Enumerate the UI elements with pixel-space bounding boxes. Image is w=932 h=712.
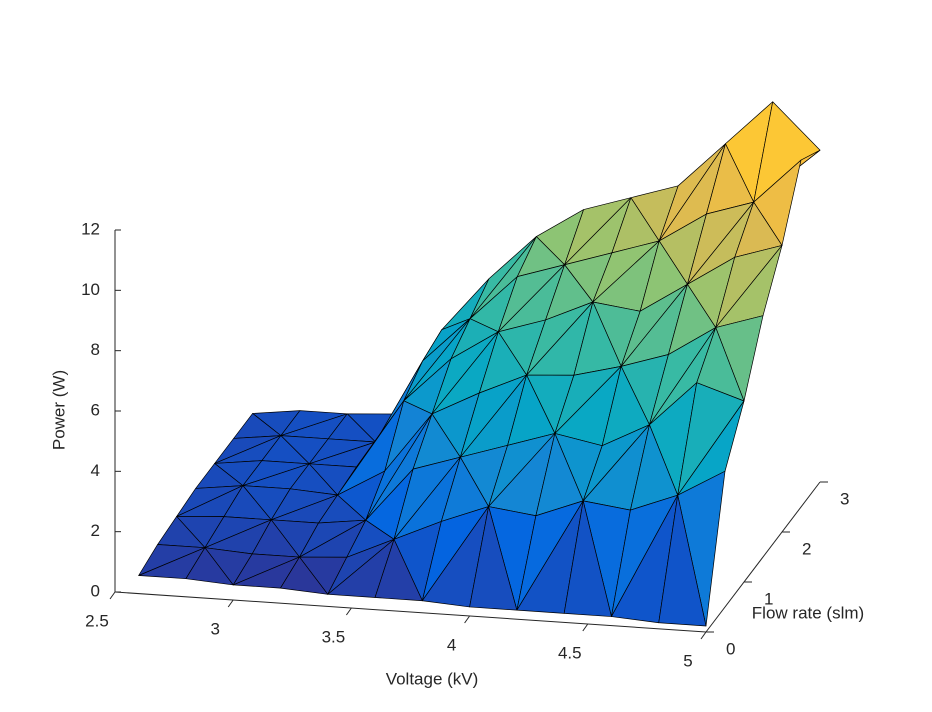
x-tick-label: 5 [683, 651, 692, 670]
z-tick-label: 2 [91, 521, 100, 540]
z-axis-title: Power (W) [49, 370, 68, 450]
surface-facet [185, 547, 234, 586]
x-tick-label: 2.5 [85, 611, 109, 630]
z-tick-label: 0 [91, 581, 100, 600]
z-tick-label: 4 [91, 461, 100, 480]
x-tick [227, 599, 234, 608]
surface-facet [563, 500, 612, 617]
x-tick-label: 3 [210, 619, 219, 638]
x-axis-title: Voltage (kV) [386, 669, 479, 688]
x-tick [109, 591, 116, 600]
x-tick [582, 623, 589, 632]
x-tick [700, 631, 707, 640]
z-tick-label: 8 [91, 340, 100, 359]
surface-facet [374, 538, 423, 602]
z-tick-label: 12 [81, 219, 100, 238]
surface-facet [469, 506, 518, 611]
y-axis-title: Flow rate (slm) [752, 603, 864, 622]
y-tick-label: 1 [764, 589, 773, 608]
y-tick-label: 3 [840, 489, 849, 508]
y-tick-label: 2 [802, 539, 811, 558]
x-tick-label: 4 [447, 635, 456, 654]
surface-facet [280, 556, 329, 595]
x-axis [114, 591, 707, 633]
x-tick-label: 3.5 [322, 627, 346, 646]
x-tick [464, 615, 471, 624]
surface-facet [658, 494, 707, 627]
y-tick-label: 0 [726, 639, 735, 658]
z-tick-label: 6 [91, 400, 100, 419]
y-axis [705, 481, 821, 633]
x-tick [345, 607, 352, 616]
z-tick-label: 10 [81, 280, 100, 299]
x-tick-label: 4.5 [558, 643, 582, 662]
